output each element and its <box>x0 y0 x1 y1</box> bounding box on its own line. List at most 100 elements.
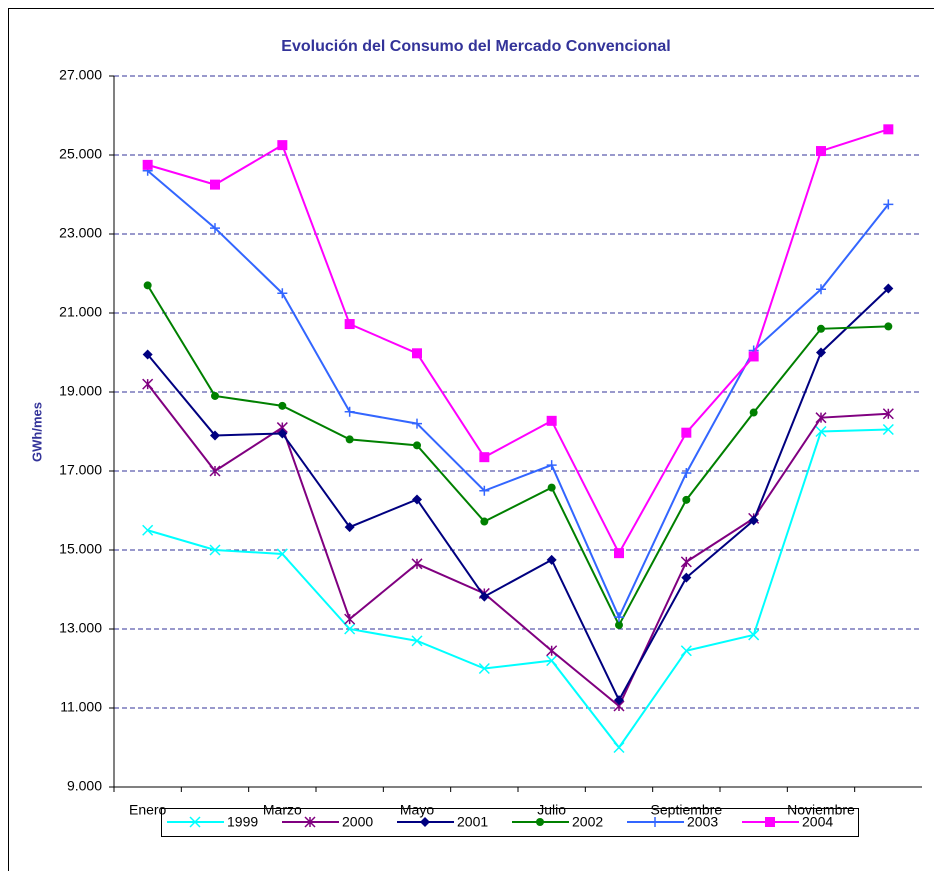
x-tick-label: Enero <box>129 802 167 818</box>
data-point <box>681 427 692 438</box>
y-tick-label: 9.000 <box>67 778 102 794</box>
chart-title: Evolución del Consumo del Mercado Conven… <box>281 38 670 55</box>
data-point <box>344 613 356 625</box>
x-tick-label: Septiembre <box>651 802 723 818</box>
y-tick-label: 15.000 <box>59 541 102 557</box>
data-point <box>547 483 556 492</box>
y-tick-label: 25.000 <box>59 146 102 162</box>
data-point <box>142 524 154 536</box>
data-point <box>884 322 893 331</box>
data-point <box>142 159 153 170</box>
data-point <box>546 460 557 471</box>
data-point <box>277 428 288 439</box>
legend-label: 2002 <box>572 814 603 830</box>
data-point <box>748 515 759 526</box>
data-point <box>614 695 624 706</box>
data-point <box>276 548 288 560</box>
series-line <box>146 284 889 628</box>
series-line <box>147 170 890 620</box>
x-tick-label: Julio <box>537 802 566 818</box>
data-point <box>748 629 760 641</box>
data-point <box>344 522 355 533</box>
data-point <box>816 284 826 295</box>
y-tick-label: 23.000 <box>59 225 102 241</box>
data-point <box>680 556 692 568</box>
data-point <box>345 435 354 444</box>
data-point <box>748 351 759 362</box>
data-point <box>344 623 356 635</box>
data-point <box>413 441 421 450</box>
data-point <box>210 179 220 190</box>
legend-label: 1999 <box>227 814 258 830</box>
data-point <box>479 591 490 602</box>
data-point <box>209 544 221 556</box>
data-point <box>882 423 894 436</box>
data-point <box>412 494 422 505</box>
data-point <box>209 465 221 477</box>
data-point <box>277 288 288 299</box>
data-point <box>411 635 423 647</box>
legend-marker <box>304 816 316 828</box>
data-point <box>546 415 557 426</box>
data-point <box>614 548 624 559</box>
data-point <box>344 406 355 417</box>
data-point <box>412 348 422 359</box>
data-point <box>883 124 894 135</box>
data-point <box>682 495 691 504</box>
data-point <box>344 319 355 330</box>
data-point <box>680 645 692 657</box>
data-point <box>882 408 894 420</box>
data-point <box>681 467 692 478</box>
data-point <box>480 517 489 526</box>
data-point <box>614 612 624 623</box>
data-point <box>546 645 558 657</box>
data-point <box>815 425 827 438</box>
y-tick-label: 21.000 <box>59 304 102 320</box>
legend-marker <box>189 816 201 828</box>
data-point <box>278 401 287 410</box>
data-point <box>546 655 558 667</box>
legend-marker <box>650 817 660 827</box>
y-tick-label: 19.000 <box>59 383 102 399</box>
data-point <box>412 418 422 429</box>
data-point <box>817 324 825 333</box>
data-point <box>478 662 490 675</box>
data-point <box>613 741 625 754</box>
data-point <box>277 140 288 151</box>
data-point <box>749 408 758 417</box>
legend-label: 2004 <box>802 814 833 830</box>
legend-marker <box>420 817 430 827</box>
x-tick-label: Noviembre <box>787 802 855 818</box>
data-point <box>615 621 623 630</box>
data-point <box>142 349 153 360</box>
y-axis-label: GWh/mes <box>29 402 44 462</box>
x-tick-label: Mayo <box>400 802 434 818</box>
data-point <box>479 452 490 463</box>
data-point <box>211 391 219 400</box>
y-tick-label: 17.000 <box>59 462 102 478</box>
series-line <box>146 287 890 703</box>
y-tick-label: 13.000 <box>59 620 102 636</box>
data-point <box>210 223 220 234</box>
data-point <box>816 347 826 358</box>
series-line <box>146 383 889 708</box>
legend-marker <box>765 817 775 827</box>
chart-frame <box>8 8 934 871</box>
x-tick-label: Marzo <box>263 802 302 818</box>
data-point <box>815 412 827 424</box>
legend-label: 2003 <box>687 814 718 830</box>
legend-label: 2000 <box>342 814 373 830</box>
data-point <box>883 283 894 294</box>
legend-marker <box>536 818 544 826</box>
data-point <box>143 281 152 290</box>
data-point <box>142 378 154 390</box>
data-point <box>479 485 490 496</box>
data-point <box>411 558 423 570</box>
data-point <box>681 572 692 583</box>
data-point <box>816 146 826 157</box>
y-tick-label: 11.000 <box>60 699 102 715</box>
y-tick-label: 27.000 <box>59 67 102 83</box>
series-line <box>147 428 889 750</box>
legend-label: 2001 <box>457 814 488 830</box>
